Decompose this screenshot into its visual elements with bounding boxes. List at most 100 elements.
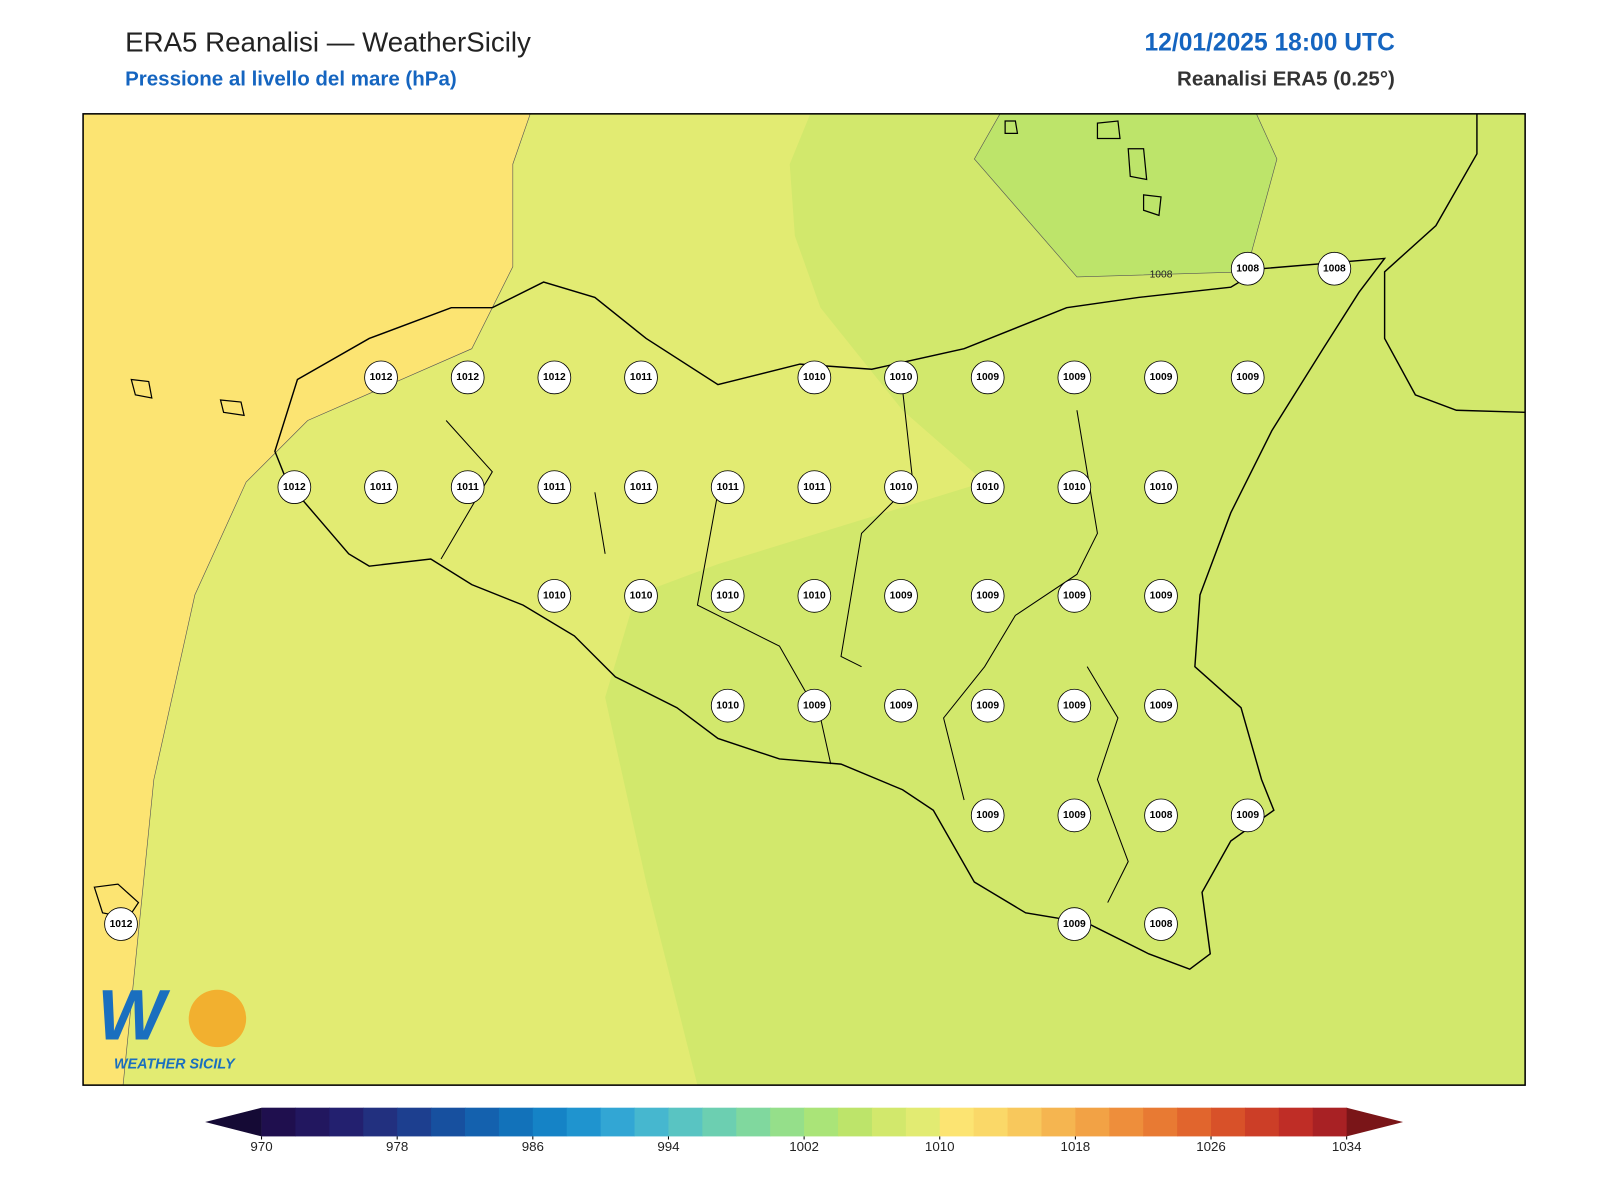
station-value: 1011 bbox=[717, 482, 740, 493]
colorbar-tick-label: 986 bbox=[522, 1139, 544, 1154]
station: 1009 bbox=[1144, 579, 1178, 613]
colorbar-swatch bbox=[871, 1107, 907, 1137]
station-marker bbox=[104, 907, 138, 941]
station-value: 1010 bbox=[716, 700, 739, 711]
title: ERA5 Reanalisi — WeatherSicily bbox=[125, 26, 531, 57]
station-value: 1012 bbox=[110, 919, 133, 930]
station-value: 1009 bbox=[976, 700, 999, 711]
station-value: 1010 bbox=[1063, 482, 1086, 493]
station-value: 1011 bbox=[803, 482, 826, 493]
station-value: 1009 bbox=[1236, 810, 1259, 821]
station: 1008 bbox=[1230, 251, 1265, 286]
station-marker bbox=[624, 360, 658, 395]
station-value: 1010 bbox=[716, 591, 739, 602]
station: 1012 bbox=[277, 470, 312, 504]
station-marker bbox=[1057, 579, 1092, 613]
station-marker bbox=[1057, 798, 1092, 833]
colorbar-swatch bbox=[1109, 1107, 1144, 1137]
station-marker bbox=[1057, 688, 1092, 723]
colorbar-swatch bbox=[1278, 1107, 1314, 1137]
station: 1009 bbox=[884, 579, 918, 613]
station-value: 1009 bbox=[1063, 700, 1086, 711]
station-value: 1010 bbox=[543, 591, 566, 602]
station-value: 1008 bbox=[1236, 263, 1259, 274]
station-value: 1008 bbox=[1150, 810, 1173, 821]
colorbar-swatch bbox=[804, 1107, 839, 1137]
station: 1012 bbox=[450, 360, 485, 395]
station-value: 1012 bbox=[283, 482, 306, 493]
colorbar-swatch bbox=[668, 1107, 703, 1137]
station: 1009 bbox=[1057, 360, 1092, 395]
station-value: 1012 bbox=[456, 372, 479, 383]
colorbar-swatch bbox=[905, 1107, 941, 1137]
station: 1011 bbox=[624, 360, 658, 395]
islands bbox=[93, 120, 1162, 919]
colorbar-tick-label: 1034 bbox=[1332, 1139, 1362, 1154]
station-value: 1009 bbox=[976, 810, 999, 821]
colorbar-swatch bbox=[261, 1107, 296, 1137]
colorbar-tick-label: 1010 bbox=[925, 1139, 955, 1154]
station-marker bbox=[537, 470, 572, 504]
colorbar-swatch bbox=[838, 1107, 873, 1137]
station: 1009 bbox=[1230, 360, 1265, 395]
station: 1009 bbox=[1144, 360, 1178, 395]
station: 1009 bbox=[1230, 798, 1265, 833]
colorbar-swatch bbox=[1177, 1107, 1212, 1137]
province-borders bbox=[440, 389, 1129, 903]
station: 1009 bbox=[970, 798, 1005, 833]
station-value: 1009 bbox=[1063, 591, 1086, 602]
station: 1010 bbox=[797, 360, 832, 395]
station-value: 1009 bbox=[890, 700, 913, 711]
station-value: 1010 bbox=[890, 372, 913, 383]
contour-label: 1008 bbox=[1150, 270, 1173, 281]
stations: 1008 1008 1012 1012 1012 1011 1010 1010 1009 1009… bbox=[104, 251, 1352, 941]
station-marker bbox=[1317, 251, 1352, 286]
station-value: 1011 bbox=[630, 372, 653, 383]
station-marker bbox=[1144, 470, 1178, 504]
station-value: 1010 bbox=[803, 372, 826, 383]
colorbar-swatch bbox=[363, 1107, 398, 1137]
station-value: 1009 bbox=[1150, 700, 1173, 711]
station-marker bbox=[364, 470, 398, 504]
station-marker bbox=[624, 579, 658, 613]
station-value: 1012 bbox=[370, 372, 393, 383]
colorbar-tick-label: 1002 bbox=[789, 1139, 819, 1154]
colorbar-swatch bbox=[465, 1107, 500, 1137]
station-marker bbox=[450, 470, 485, 504]
station-value: 1010 bbox=[890, 482, 913, 493]
station-value: 1010 bbox=[1150, 482, 1173, 493]
station: 1010 bbox=[884, 360, 918, 395]
station: 1009 bbox=[970, 360, 1005, 395]
colorbar-tick-label: 1018 bbox=[1061, 1139, 1091, 1154]
colorbar-swatch bbox=[702, 1107, 737, 1137]
station: 1009 bbox=[970, 688, 1005, 723]
station-marker bbox=[710, 470, 745, 504]
station: 1009 bbox=[1057, 798, 1092, 833]
station-marker bbox=[1144, 360, 1178, 395]
station-marker bbox=[1144, 688, 1178, 723]
station-marker bbox=[1230, 798, 1265, 833]
colorbar-swatch bbox=[431, 1107, 466, 1137]
colorbar-tick-label: 1026 bbox=[1196, 1139, 1226, 1154]
station-marker bbox=[797, 579, 832, 613]
station-marker bbox=[884, 470, 918, 504]
colorbar: 970 978 986 994 1002 1010 1018 1026 1034 bbox=[205, 1107, 1404, 1154]
colorbar-swatch bbox=[770, 1107, 805, 1137]
station-marker bbox=[710, 688, 745, 723]
station-marker bbox=[537, 360, 572, 395]
station-value: 1009 bbox=[1150, 591, 1173, 602]
station: 1010 bbox=[1057, 470, 1092, 504]
colorbar-swatch bbox=[1143, 1107, 1178, 1137]
station-marker bbox=[537, 579, 572, 613]
station-marker bbox=[884, 360, 918, 395]
station: 1009 bbox=[1144, 688, 1178, 723]
station: 1009 bbox=[1057, 688, 1092, 723]
colorbar-tick-label: 978 bbox=[386, 1139, 408, 1154]
colorbar-swatch bbox=[1244, 1107, 1280, 1137]
station-value: 1009 bbox=[976, 372, 999, 383]
station-marker bbox=[970, 798, 1005, 833]
station-marker bbox=[970, 688, 1005, 723]
